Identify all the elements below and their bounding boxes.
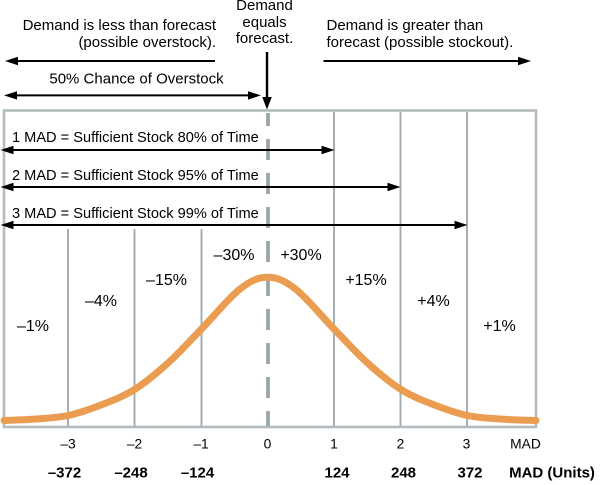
mad-axis-label: MAD xyxy=(510,436,541,452)
mad-2-range-arrow xyxy=(0,182,401,192)
units-axis-label: MAD (Units) xyxy=(509,464,595,482)
units-tick-plus-124: 124 xyxy=(324,464,350,482)
band-pct-minus-4: –4% xyxy=(84,292,118,310)
units-tick-minus-124: –124 xyxy=(180,464,215,482)
stockout-direction-arrow xyxy=(323,56,531,66)
annotation-demand-less: Demand is less than forecast (possible o… xyxy=(23,17,216,51)
band-pct-plus-15: +15% xyxy=(345,271,387,289)
band-pct-plus-4: +4% xyxy=(417,292,450,310)
units-tick-plus-248: 248 xyxy=(390,464,417,482)
annotation-demand-less-line2: (possible overstock). xyxy=(78,34,216,51)
annotation-demand-equals-line2: equals xyxy=(242,13,287,31)
units-tick-plus-372: 372 xyxy=(457,464,483,482)
mad-tick-plus-3: 3 xyxy=(462,436,471,452)
mad-1-label: 1 MAD = Sufficient Stock 80% of Time xyxy=(12,129,259,146)
band-pct-minus-1: –1% xyxy=(16,317,50,335)
band-pct-plus-1: +1% xyxy=(483,317,516,335)
overstock-chance-label: 50% Chance of Overstock xyxy=(49,70,224,88)
annotation-demand-greater-line2: forecast (possible stockout). xyxy=(326,34,514,51)
mad-2-label: 2 MAD = Sufficient Stock 95% of Time xyxy=(12,168,259,185)
mad-3-label: 3 MAD = Sufficient Stock 99% of Time xyxy=(12,206,259,223)
band-pct-plus-30: +30% xyxy=(280,247,322,264)
annotation-demand-equals: Demand equals forecast. xyxy=(236,0,294,48)
annotation-demand-less-line1: Demand is less than forecast xyxy=(22,17,216,34)
mad-tick-0: 0 xyxy=(263,436,272,452)
annotation-demand-equals-line3: forecast. xyxy=(235,30,294,48)
forecast-pointer-arrow xyxy=(262,52,272,110)
mad-1-range-arrow xyxy=(0,145,335,155)
band-pct-minus-15: –15% xyxy=(146,271,187,289)
overstock-direction-arrow xyxy=(5,56,215,66)
annotation-demand-equals-line1: Demand xyxy=(236,0,293,15)
mad-tick-plus-1: 1 xyxy=(330,436,338,452)
band-pct-minus-30: –30% xyxy=(213,247,255,264)
mad-tick-plus-2: 2 xyxy=(396,436,405,452)
units-tick-minus-372: –372 xyxy=(47,464,82,482)
units-tick-minus-248: –248 xyxy=(114,464,148,482)
annotation-demand-greater: Demand is greater than forecast (possibl… xyxy=(327,17,514,51)
demand-distribution-curve xyxy=(0,273,540,424)
annotation-demand-greater-line1: Demand is greater than xyxy=(326,17,484,34)
mad-tick-minus-1: –1 xyxy=(193,436,209,452)
overstock-chance-arrow xyxy=(4,91,261,100)
mad-3-range-arrow xyxy=(0,220,468,230)
annotation-arrows xyxy=(0,52,531,230)
plot-box xyxy=(2,109,538,429)
mad-tick-minus-3: –3 xyxy=(60,436,76,452)
mad-tick-minus-2: –2 xyxy=(126,436,143,452)
